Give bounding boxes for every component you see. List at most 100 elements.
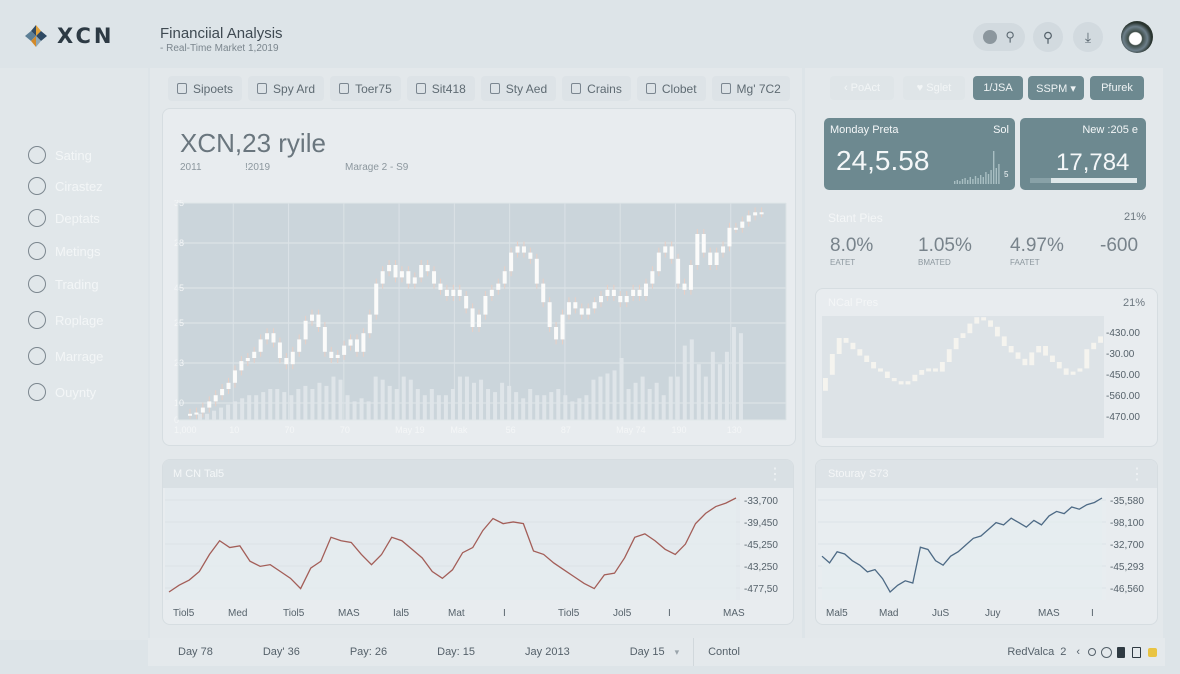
volume-bar	[387, 385, 392, 420]
candle	[939, 362, 945, 372]
tab-7[interactable]: Mg' 7C2	[711, 76, 790, 101]
avatar[interactable]	[1121, 21, 1153, 53]
sidebar-item-0[interactable]: Sating	[28, 146, 92, 164]
tab-1[interactable]: Spy Ard	[248, 76, 325, 101]
notification-dot-icon[interactable]	[1148, 647, 1157, 657]
progress-fill	[1051, 178, 1137, 183]
candle	[905, 381, 911, 385]
volume-bar	[556, 389, 561, 420]
date-filter-1[interactable]: Day' 36	[262, 646, 300, 658]
candle	[579, 308, 584, 315]
more-menu-icon[interactable]: ⋮	[1129, 466, 1145, 483]
y-tick-label: -30.00	[1106, 349, 1135, 360]
volume-bar	[268, 389, 273, 420]
candle	[258, 339, 263, 352]
more-menu-icon[interactable]: ⋮	[767, 466, 783, 483]
mini-bar	[961, 179, 964, 184]
tab-4[interactable]: Sty Aed	[480, 76, 557, 101]
candle	[573, 302, 578, 309]
candle	[515, 246, 520, 253]
sidebar-item-7[interactable]: Ouynty	[28, 383, 96, 401]
volume-bar	[212, 410, 217, 420]
search-icon[interactable]: ⚲	[1005, 29, 1015, 44]
candle	[1063, 368, 1069, 375]
lower-left-line-chart[interactable]: -33,700 -39,450 -45,250 -43,250 -477,50 Tiol5…	[165, 488, 793, 623]
circle-outline-icon[interactable]	[1101, 646, 1112, 658]
search-button[interactable]: ⚲	[1033, 22, 1063, 52]
candle	[393, 265, 398, 278]
sidebar-item-6[interactable]: Marrage	[28, 347, 103, 365]
search-icon: ⚲	[1042, 28, 1054, 45]
stat-value: -600	[1100, 235, 1139, 256]
volume-bar	[464, 376, 469, 420]
phone-icon	[645, 83, 656, 94]
tablet-icon[interactable]	[1132, 646, 1141, 658]
toolbar-button-2[interactable]: 1/JSA	[973, 76, 1023, 100]
dropdown-arrow-icon[interactable]: ▾	[674, 646, 680, 657]
monitor-icon	[489, 83, 500, 94]
mini-label: 5	[1004, 170, 1009, 179]
date-filter-0[interactable]: Day 78	[178, 646, 213, 658]
y-tick-label: -98,100	[1110, 518, 1144, 529]
toolbar-button-4[interactable]: Pfurek	[1090, 76, 1144, 100]
tab-6[interactable]: Clobet	[636, 76, 706, 101]
volume-bar	[303, 385, 308, 420]
right-candlestick-chart[interactable]: -430.00 -30.00 -450.00 -560.00 -470.00	[822, 314, 1156, 440]
volume-bar	[296, 389, 301, 420]
sidebar-item-1[interactable]: Cirastez	[28, 177, 103, 195]
candle	[329, 351, 334, 358]
mini-bar-sparkline	[954, 151, 1000, 184]
series-line	[821, 497, 1103, 594]
toolbar-button-1[interactable]: ♥ Sglet	[903, 76, 965, 100]
date-filter-5[interactable]: Day 15	[629, 646, 665, 658]
candle	[912, 374, 918, 382]
calendar-icon	[415, 83, 426, 94]
date-filter-2[interactable]: Pay: 26	[349, 646, 388, 658]
control-button[interactable]: Contol	[708, 646, 740, 658]
toolbar-button-0[interactable]: ‹ PoAct	[830, 76, 894, 100]
mini-bar	[964, 178, 966, 184]
volume-bar	[696, 364, 701, 420]
info-search-pill[interactable]: ⚲	[973, 23, 1025, 51]
x-tick-label: MAS	[338, 608, 360, 619]
phone-icon[interactable]	[1117, 646, 1125, 658]
volume-bar	[710, 351, 715, 420]
x-tick-label: 190	[671, 425, 686, 435]
sidebar-item-4[interactable]: Trading	[28, 275, 99, 293]
logo[interactable]: XCN	[25, 24, 114, 48]
x-tick-label: MAS	[1038, 608, 1060, 619]
card-label: New :205 e	[1082, 124, 1138, 136]
sidebar-item-3[interactable]: Metings	[28, 242, 101, 260]
candle	[599, 296, 604, 303]
candle-card-percent: 21%	[1122, 297, 1145, 309]
volume-bar	[500, 382, 505, 420]
monday-price-card[interactable]: Monday Preta Sol 24,5.58 5	[824, 118, 1015, 190]
tab-label: Sipoets	[193, 81, 234, 96]
y-tick-label: 10	[174, 398, 184, 408]
candle	[477, 314, 481, 327]
date-filter-4[interactable]: Jay 2013	[525, 646, 570, 658]
date-filter-3[interactable]: Day: 15	[437, 646, 476, 658]
new-value-card[interactable]: New :205 e 17,784	[1020, 118, 1146, 190]
stat-value: 8.0%	[830, 235, 874, 256]
candle	[541, 283, 546, 303]
circle-icon[interactable]	[1088, 648, 1096, 656]
tab-0[interactable]: Sipoets	[168, 76, 243, 101]
y-tick-label: 45	[174, 283, 184, 293]
candle	[1043, 346, 1048, 356]
right-line-chart[interactable]: -35,580 -98,100 -32,700 -45,293 -46,560 Mal5 M…	[818, 488, 1156, 623]
tab-3[interactable]: Sit418	[406, 76, 475, 101]
sidebar-item-label: Roplage	[55, 312, 104, 328]
tab-2[interactable]: Toer75	[330, 76, 401, 101]
tab-label: Sty Aed	[505, 81, 548, 96]
toolbar-button-3[interactable]: SSPM ▾	[1028, 76, 1084, 100]
download-button[interactable]: ⤓	[1073, 22, 1103, 52]
candle	[451, 289, 456, 296]
candlestick-chart[interactable]: 35 28 45 25 23 10 01,000 10 70 70 May 19 Mak 56 87 May…	[172, 200, 788, 440]
chevron-left-icon[interactable]: ‹	[1076, 646, 1080, 658]
sidebar-item-label: Sating	[55, 147, 92, 163]
tab-5[interactable]: Crains	[562, 76, 631, 101]
sidebar-item-2[interactable]: Deptats	[28, 209, 100, 227]
info-icon[interactable]	[983, 30, 998, 44]
sidebar-item-5[interactable]: Roplage	[28, 311, 103, 329]
